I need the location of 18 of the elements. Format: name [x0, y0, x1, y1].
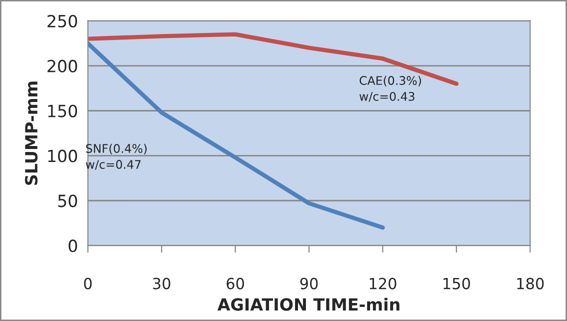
x-tick-label: 150 — [444, 278, 470, 290]
y-tick-label: 150 — [48, 104, 78, 118]
x-tick-label: 90 — [300, 278, 318, 290]
y-tick-label: 50 — [58, 194, 78, 208]
text: SNF(0.4%) w/c=0.47 — [86, 144, 147, 170]
series-label: CAE(0.3%) w/c=0.43 — [360, 76, 421, 102]
y-tick-label: 100 — [48, 150, 78, 162]
x-tick-label: 0 — [84, 278, 92, 290]
x-axis-title: AGIATION TIME-min — [217, 298, 400, 311]
y-tick-label: 250 — [48, 14, 78, 28]
y-tick-label: 0 — [68, 240, 78, 252]
x-tick-label: 120 — [370, 278, 396, 290]
x-tick-label: 30 — [153, 278, 170, 290]
x-tick-label: 60 — [226, 278, 244, 290]
x-tick-label: 180 — [517, 278, 544, 290]
y-tick-label: 200 — [48, 60, 78, 72]
y-axis-title: SLUMP-mm — [24, 82, 38, 185]
line-series — [88, 32, 459, 86]
